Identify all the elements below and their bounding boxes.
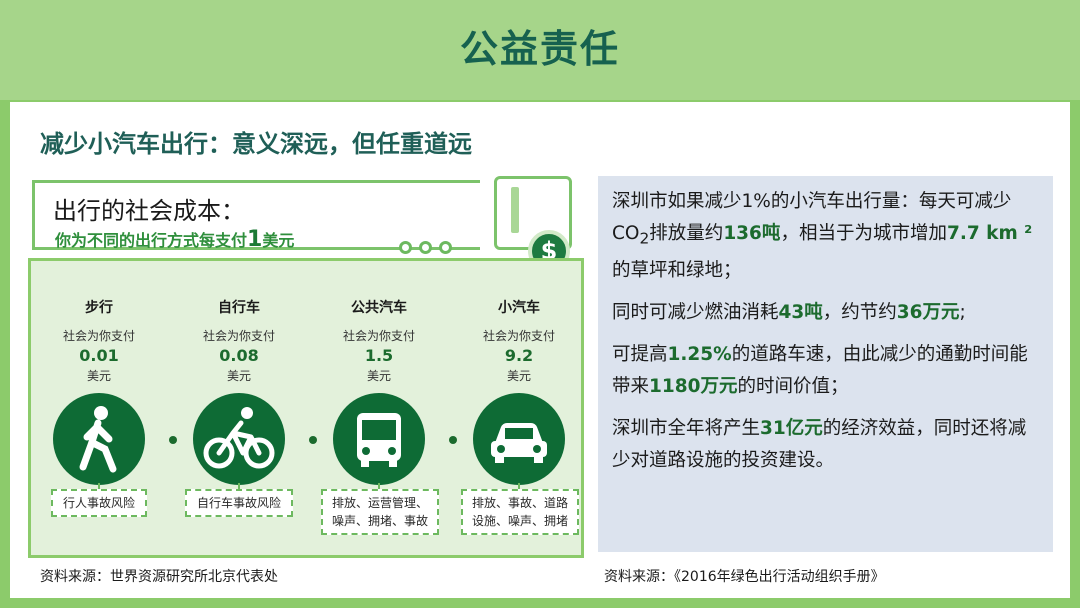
text-run: 的道路车速，由此减少的通勤时间能带来	[612, 343, 1028, 397]
tag-connector	[378, 483, 380, 491]
subtitle-prefix: 你为不同的出行方式每支付	[55, 231, 248, 250]
mode-name: 步行	[85, 300, 113, 316]
mode-pay-label: 社会为你支付	[342, 329, 415, 343]
risk-tag-line: 噪声、拥堵、事故	[331, 514, 428, 528]
highlight-value: 31亿元	[760, 417, 823, 439]
tag-connector	[518, 483, 520, 491]
subscript: 2	[639, 229, 650, 248]
mode-value: 0.08	[219, 346, 259, 365]
text-run: ;	[959, 301, 966, 323]
highlight-value: 1180万元	[649, 375, 738, 397]
risk-tag: 排放、运营管理、 噪声、拥堵、事故	[321, 489, 439, 535]
mode-car: 小汽车 社会为你支付 9.2 美元	[459, 297, 579, 384]
decor-dots	[399, 239, 459, 258]
header-band	[0, 0, 1080, 100]
highlight-value: 1.25%	[667, 343, 732, 365]
benefit-paragraph: 深圳市全年将产生31亿元的经济效益，同时还将减少对道路设施的投资建设。	[612, 413, 1043, 477]
highlight-value: 7.7 km ²	[946, 223, 1033, 244]
risk-tag: 自行车事故风险	[185, 489, 293, 517]
source-left: 资料来源：世界资源研究所北京代表处	[40, 569, 278, 585]
separator-dot	[309, 436, 317, 444]
risk-tag: 行人事故风险	[51, 489, 147, 517]
social-cost-infographic: 出行的社会成本： 你为不同的出行方式每支付1美元 $ 步行 社会为你支付 0.0…	[28, 172, 588, 560]
mode-unit: 美元	[86, 369, 111, 383]
benefit-paragraph: 深圳市如果减少1%的小汽车出行量：每天可减少CO2排放量约136吨，相当于为城市…	[612, 186, 1043, 287]
mode-pay-label: 社会为你支付	[202, 329, 275, 343]
bicycle-icon	[193, 393, 285, 485]
benefit-paragraph: 可提高1.25%的道路车速，由此减少的通勤时间能带来1180万元的时间价值；	[612, 339, 1043, 403]
bus-icon	[333, 393, 425, 485]
risk-tag-line: 排放、事故、道路	[471, 496, 568, 510]
text-run: 可提高	[612, 343, 668, 365]
mode-bus: 公共汽车 社会为你支付 1.5 美元	[319, 297, 439, 384]
decor-pipe	[462, 180, 480, 250]
mode-name: 自行车	[218, 300, 260, 316]
mode-name: 小汽车	[498, 300, 540, 316]
benefit-text-panel: 深圳市如果减少1%的小汽车出行量：每天可减少CO2排放量约136吨，相当于为城市…	[598, 176, 1053, 552]
tag-connector	[238, 483, 240, 491]
text-run: ，约节约	[822, 301, 897, 323]
decor-dot	[419, 241, 432, 254]
text-run: 同时可减少燃油消耗	[612, 301, 779, 323]
mode-unit: 美元	[506, 369, 531, 383]
infographic-header: 出行的社会成本： 你为不同的出行方式每支付1美元	[32, 180, 462, 254]
walker-icon	[53, 393, 145, 485]
risk-tag: 排放、事故、道路 设施、噪声、拥堵	[461, 489, 579, 535]
subtitle-number: 1	[247, 227, 263, 252]
text-run: 的时间价值；	[737, 375, 849, 397]
infographic-title: 出行的社会成本：	[53, 197, 245, 225]
mode-pay-label: 社会为你支付	[62, 329, 135, 343]
text-run: ，相当于为城市增加	[780, 223, 947, 244]
text-run: 深圳市如果减少1%的小汽车出行量：每天可减少CO	[612, 191, 1012, 244]
risk-tag-line: 排放、运营管理、	[331, 496, 428, 510]
text-run: 深圳市全年将产生	[612, 417, 761, 439]
mode-unit: 美元	[366, 369, 391, 383]
decor-dot	[439, 241, 452, 254]
highlight-value: 36万元	[896, 301, 960, 323]
mode-value: 1.5	[364, 346, 394, 365]
mode-value: 0.01	[79, 346, 119, 365]
highlight-value: 136吨	[723, 223, 781, 244]
text-run: 排放量约	[649, 223, 724, 244]
risk-tag-line: 设施、噪声、拥堵	[471, 514, 568, 528]
mode-bicycle: 自行车 社会为你支付 0.08 美元	[179, 297, 299, 384]
source-right: 资料来源：《2016年绿色出行活动组织手册》	[604, 569, 885, 585]
mode-pay-label: 社会为你支付	[482, 329, 555, 343]
subtitle-suffix: 美元	[262, 231, 295, 250]
highlight-value: 43吨	[778, 301, 823, 323]
decor-dot	[399, 241, 412, 254]
separator-dot	[169, 436, 177, 444]
text-run: 的经济效益，同时还将减少对道路设施的投资建设。	[612, 417, 1027, 471]
page-title: 公益责任	[459, 27, 620, 71]
mode-walking: 步行 社会为你支付 0.01 美元	[39, 297, 159, 384]
infographic-subtitle: 你为不同的出行方式每支付1美元	[55, 227, 294, 252]
mode-name: 公共汽车	[351, 300, 407, 316]
section-subtitle: 减少小汽车出行：意义深远，但任重道远	[40, 130, 472, 158]
car-icon	[473, 393, 565, 485]
text-run: 的草坪和绿地；	[612, 259, 742, 281]
benefit-paragraph: 同时可减少燃油消耗43吨，约节约36万元;	[612, 297, 1043, 329]
truck-window	[511, 187, 519, 233]
mode-value: 9.2	[504, 346, 534, 365]
mode-unit: 美元	[226, 369, 251, 383]
separator-dot	[449, 436, 457, 444]
tag-connector	[98, 483, 100, 491]
modes-panel: 步行 社会为你支付 0.01 美元 行人事故风险 自行车 社会为你支付 0.08…	[28, 258, 584, 558]
